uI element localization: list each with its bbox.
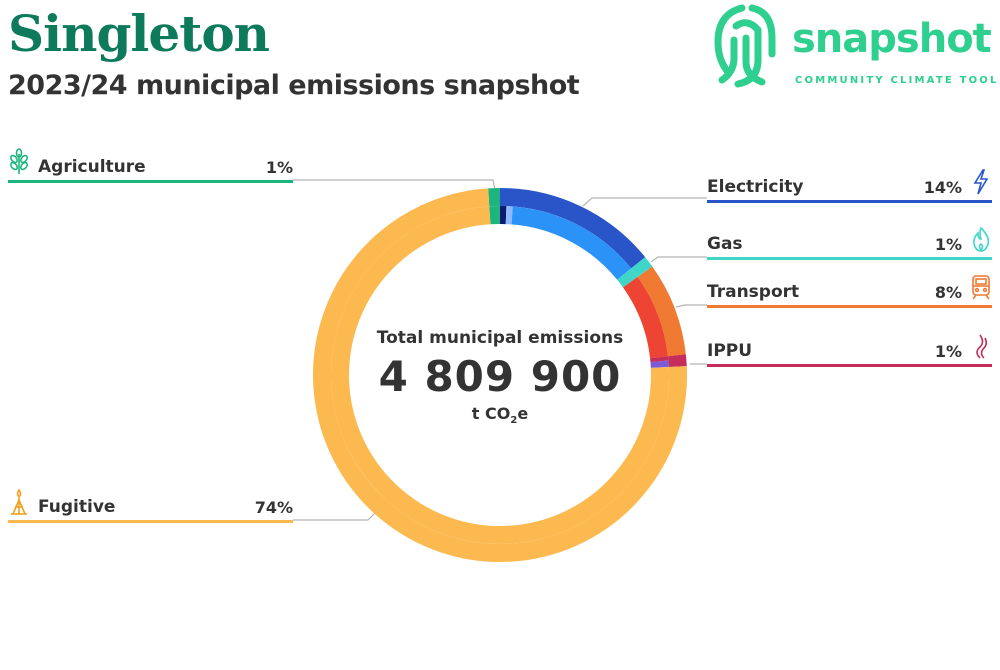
smoke-icon bbox=[976, 334, 988, 359]
total-label: Total municipal emissions bbox=[376, 328, 624, 348]
sub-slice-electricity-2 bbox=[511, 206, 632, 280]
page-title: Singleton bbox=[8, 4, 270, 63]
slice-ippu bbox=[667, 354, 687, 368]
legend-fugitive-name: Fugitive bbox=[38, 497, 116, 517]
legend-agriculture: Agriculture 1% bbox=[8, 148, 293, 183]
flame-icon bbox=[973, 226, 990, 252]
legend-transport: Transport 8% bbox=[707, 275, 992, 308]
sub-slice-fugitive-0 bbox=[331, 206, 669, 544]
logo-tagline: COMMUNITY CLIMATE TOOL bbox=[795, 75, 999, 86]
legend-gas-name: Gas bbox=[707, 234, 743, 254]
legend-electricity-name: Electricity bbox=[707, 177, 804, 197]
legend-gas-percent: 1% bbox=[934, 235, 962, 254]
slice-fugitive bbox=[313, 188, 687, 562]
legend-gas: Gas 1% bbox=[707, 226, 992, 260]
page-subtitle: 2023/24 municipal emissions snapshot bbox=[8, 70, 580, 101]
slice-transport bbox=[637, 266, 686, 357]
legend-ippu-name: IPPU bbox=[707, 341, 753, 361]
snapshot-logo[interactable]: snapshot COMMUNITY CLIMATE TOOL bbox=[712, 2, 1000, 90]
legend-agriculture-percent: 1% bbox=[265, 158, 293, 177]
sub-slice-transport-0 bbox=[622, 276, 668, 359]
total-unit: t CO2e bbox=[471, 404, 529, 427]
flare-icon bbox=[11, 488, 27, 515]
legend-agriculture-name: Agriculture bbox=[38, 157, 146, 177]
total-value: 4 809 900 bbox=[378, 352, 622, 401]
legend-ippu: IPPU 1% bbox=[707, 334, 992, 367]
legend-electricity: Electricity 14% bbox=[707, 169, 992, 203]
sub-slice-gas-0 bbox=[617, 268, 638, 288]
legend-transport-percent: 8% bbox=[934, 283, 962, 302]
slice-gas bbox=[631, 257, 653, 278]
legend-fugitive-percent: 74% bbox=[254, 498, 293, 517]
lightning-icon bbox=[973, 169, 989, 195]
legend-electricity-percent: 14% bbox=[923, 178, 962, 197]
leader-line-fugitive bbox=[293, 512, 376, 521]
leader-line-electricity bbox=[582, 197, 707, 207]
leader-lines bbox=[293, 179, 707, 521]
train-icon bbox=[972, 275, 990, 300]
outer-ring bbox=[313, 188, 687, 562]
inner-ring bbox=[331, 205, 669, 544]
legend-ippu-percent: 1% bbox=[934, 342, 962, 361]
leader-line-agriculture bbox=[293, 179, 496, 191]
legend-transport-name: Transport bbox=[707, 282, 800, 302]
wheat-icon bbox=[9, 148, 29, 174]
slice-electricity bbox=[499, 188, 646, 269]
legend-fugitive: Fugitive 74% bbox=[8, 488, 293, 523]
fingerprint-icon bbox=[714, 4, 776, 88]
leader-line-transport bbox=[675, 304, 707, 308]
leader-line-gas bbox=[650, 256, 707, 263]
logo-wordmark: snapshot bbox=[792, 16, 992, 62]
